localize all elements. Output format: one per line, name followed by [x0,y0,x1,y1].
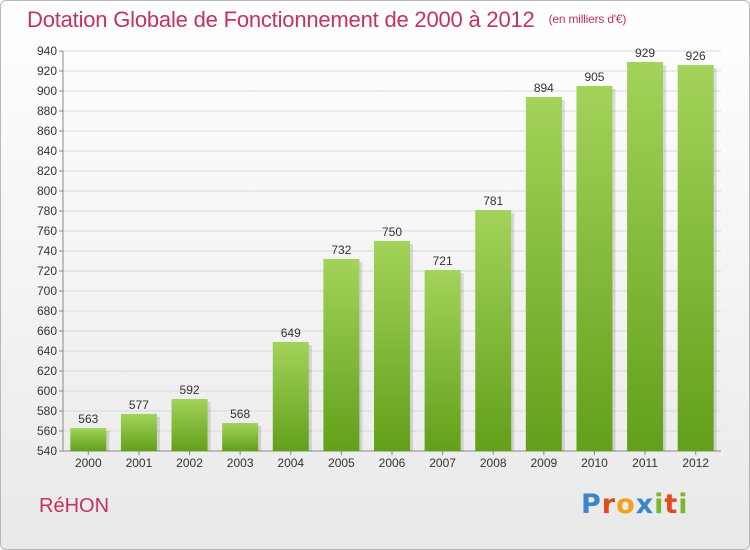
y-tick-label: 940 [37,44,57,58]
data-label: 649 [281,326,301,340]
data-label: 929 [635,46,655,60]
bar [272,342,309,451]
data-label: 721 [433,254,453,268]
bar [374,241,410,451]
data-label: 577 [129,398,149,412]
data-label: 568 [230,407,250,421]
y-tick-label: 740 [37,244,57,258]
logo-letter: i [678,489,689,520]
x-tick-label: 2008 [480,456,507,470]
y-tick-label: 720 [37,264,57,278]
data-label: 894 [534,81,554,95]
place-name: RéHON [39,495,110,517]
logo-letter: x [635,489,655,520]
y-tick-label: 780 [37,204,57,218]
y-tick-label: 580 [37,404,57,418]
unit-label: (en milliers d'€) [548,12,627,26]
bar [424,270,461,451]
y-tick-label: 640 [37,344,57,358]
x-tick-label: 2005 [328,456,355,470]
x-tick-label: 2006 [379,456,406,470]
x-tick-label: 2012 [682,456,709,470]
y-tick-label: 680 [37,304,57,318]
x-tick-label: 2007 [429,456,456,470]
data-label: 905 [584,70,604,84]
data-label: 563 [78,412,98,426]
title-text: Dotation Globale de Fonctionnement de 20… [27,7,535,32]
proxiti-logo: Proxiti [581,489,689,520]
logo-letter: P [581,489,602,520]
y-tick-label: 880 [37,104,57,118]
logo-letter: r [601,489,617,520]
x-tick-label: 2004 [277,456,304,470]
bar [677,65,714,451]
y-tick-label: 700 [37,284,57,298]
data-label: 750 [382,225,402,239]
x-tick-label: 2000 [75,456,102,470]
data-label: 732 [331,243,351,257]
y-tick-label: 860 [37,124,57,138]
logo-letter: o [616,489,636,520]
y-tick-label: 840 [37,144,57,158]
y-tick-label: 820 [37,164,57,178]
y-tick-label: 660 [37,324,57,338]
chart-title: Dotation Globale de Fonctionnement de 20… [27,7,626,33]
data-label: 926 [686,49,706,63]
logo-letter: t [664,489,679,520]
bar [120,414,157,451]
logo-letter: i [654,489,665,520]
bar [70,428,107,451]
x-tick-label: 2011 [632,456,658,470]
data-label: 592 [180,383,200,397]
bar [525,97,562,451]
y-tick-label: 620 [37,364,57,378]
bar [171,399,208,451]
bar [323,259,360,451]
y-tick-label: 800 [37,184,57,198]
y-tick-label: 560 [37,424,57,438]
x-tick-label: 2001 [126,456,153,470]
bar [222,423,259,451]
x-tick-label: 2010 [581,456,608,470]
y-tick-label: 920 [37,64,57,78]
y-tick-label: 900 [37,84,57,98]
data-label: 781 [483,194,503,208]
x-tick-label: 2002 [176,456,203,470]
bar [627,62,664,451]
y-tick-label: 760 [37,224,57,238]
bar [576,86,613,451]
bar [475,210,512,451]
x-tick-label: 2009 [530,456,557,470]
y-tick-label: 600 [37,384,57,398]
x-tick-label: 2003 [227,456,254,470]
y-tick-label: 540 [37,444,57,458]
